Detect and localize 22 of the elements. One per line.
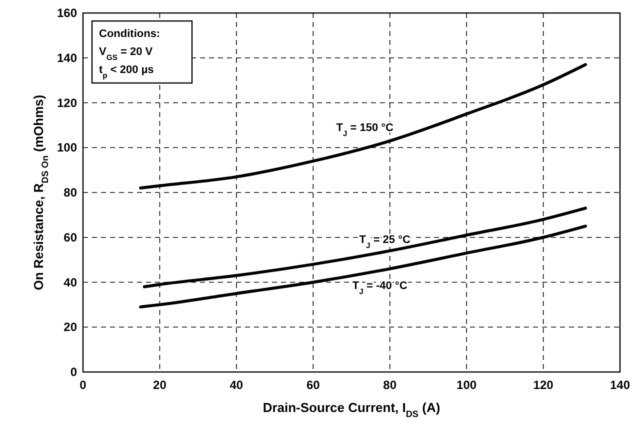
- x-axis-title: Drain-Source Current, I$_{DS}$ (A): [262, 400, 440, 419]
- y-tick-label: 160: [56, 6, 78, 20]
- x-tick-label: 60: [306, 378, 320, 392]
- annotation: V$_{GS}$ = 20 V: [99, 46, 154, 62]
- y-tick-label: 0: [70, 365, 78, 379]
- annotation: Conditions:: [99, 28, 160, 40]
- x-tick-label: 120: [533, 378, 554, 392]
- annotation: t$_{p}$ < 200 µs: [99, 64, 154, 80]
- series-label: T$_{J}$ = 150 °C: [336, 122, 394, 138]
- x-tick-label: 20: [153, 378, 167, 392]
- y-tick-label: 80: [64, 186, 78, 200]
- y-tick-label: 140: [56, 50, 78, 65]
- y-tick-label: 20: [64, 320, 78, 334]
- y-tick-label: 60: [64, 230, 78, 244]
- x-tick-label: 140: [610, 378, 630, 392]
- y-tick-label: 120: [56, 96, 78, 110]
- y-tick-label: 40: [64, 275, 78, 290]
- x-tick-label: 80: [383, 378, 397, 392]
- x-tick-label: 100: [456, 378, 477, 392]
- x-tick-label: 0: [80, 378, 87, 392]
- y-tick-label: 100: [56, 140, 78, 155]
- x-tick-label: 40: [230, 378, 244, 392]
